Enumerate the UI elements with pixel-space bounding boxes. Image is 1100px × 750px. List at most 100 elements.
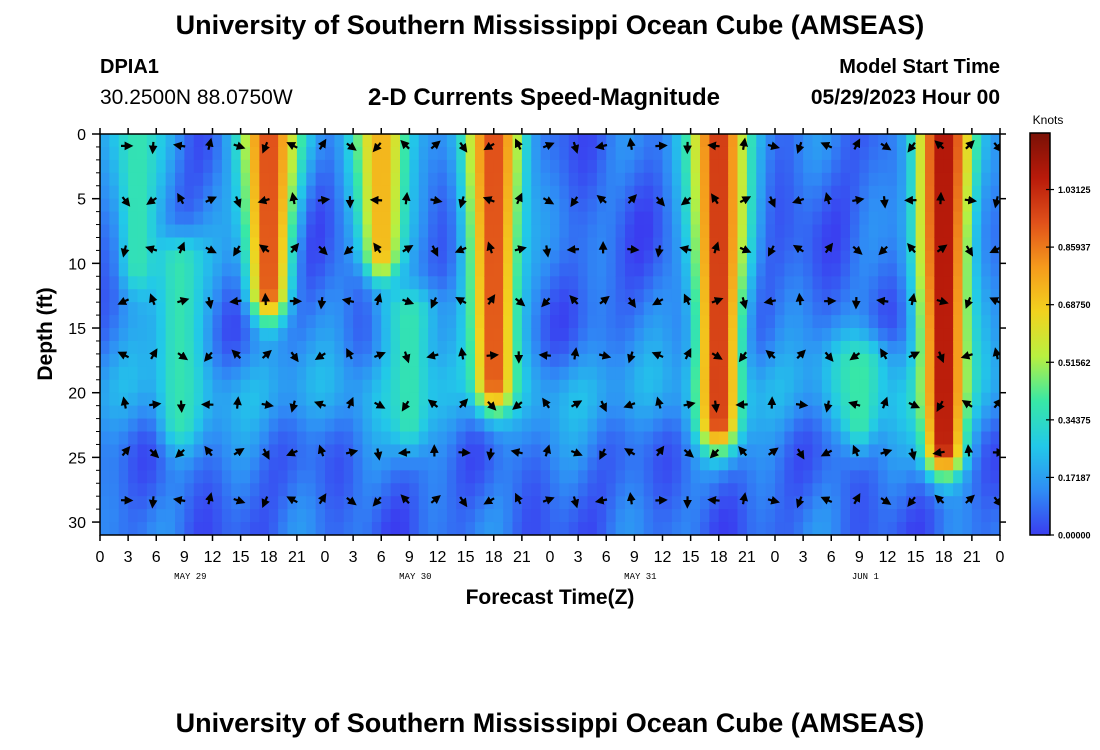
current-arrow [623, 400, 636, 409]
heat-cell [240, 392, 251, 407]
heat-cell [315, 470, 326, 484]
heat-cell [250, 315, 260, 329]
heat-cell [165, 418, 176, 433]
heat-cell [981, 134, 992, 148]
heat-cell [165, 457, 176, 471]
heat-cell [343, 392, 354, 407]
heat-cell [859, 289, 870, 303]
heat-cell [250, 328, 260, 342]
heat-cell [193, 315, 204, 329]
heat-cell [671, 185, 682, 200]
heat-cell [653, 276, 664, 290]
heat-cell [128, 405, 139, 420]
heat-cell [803, 185, 814, 200]
heat-cell [896, 483, 907, 497]
heat-cell [165, 159, 176, 174]
heat-cell [653, 237, 664, 252]
heat-cell [700, 263, 710, 277]
heat-cell [775, 522, 785, 535]
heat-cell [700, 146, 710, 161]
heat-cell [550, 405, 560, 420]
heat-cell [915, 392, 926, 407]
heat-cell [962, 392, 973, 407]
heat-cell [784, 263, 795, 277]
heat-cell [221, 250, 232, 264]
heat-cell [981, 483, 992, 497]
heat-cell [503, 444, 514, 458]
heat-cell [475, 496, 485, 510]
heat-cell [925, 509, 935, 523]
heat-cell [109, 496, 120, 510]
heat-cell [953, 134, 964, 148]
heat-cell [118, 509, 129, 523]
heat-cell [953, 328, 964, 342]
heat-cell [625, 379, 635, 394]
heat-cell [512, 237, 523, 252]
heat-cell [765, 250, 776, 264]
heat-cell [278, 198, 289, 213]
heat-cell [737, 405, 748, 420]
heat-cell [400, 276, 410, 290]
heat-cell [400, 159, 410, 174]
heat-cell [334, 185, 345, 200]
heat-cell [962, 444, 973, 458]
heat-cell [325, 496, 335, 510]
current-arrow [514, 492, 523, 505]
heat-cell [878, 522, 889, 535]
heat-cell [775, 302, 785, 316]
heat-cell [981, 379, 992, 394]
heat-cell [325, 509, 335, 523]
heat-cell [109, 315, 120, 329]
heat-cell [615, 340, 626, 355]
heat-cell [381, 483, 392, 497]
heat-cell [756, 379, 767, 394]
heat-cell [662, 237, 673, 252]
heat-cell [212, 172, 223, 187]
heat-cell [681, 418, 692, 433]
current-arrow [627, 351, 636, 364]
heat-cell [221, 211, 232, 226]
heat-cell [428, 431, 439, 446]
heat-cell [137, 431, 148, 446]
heat-cell [484, 172, 495, 187]
heat-cell [962, 198, 973, 213]
heat-cell [250, 509, 260, 523]
heat-cell [550, 392, 560, 407]
heat-cell [109, 224, 120, 239]
heat-cell [643, 483, 654, 497]
heat-cell [775, 366, 785, 381]
heat-cell [446, 340, 457, 355]
heat-cell [465, 185, 476, 200]
heat-cell [812, 431, 823, 446]
current-arrow [936, 296, 949, 306]
current-arrow [402, 245, 414, 254]
heat-cell [887, 509, 898, 523]
heat-cell [146, 457, 157, 471]
heat-cell [775, 172, 785, 187]
heat-cell [578, 211, 589, 226]
heat-cell [287, 379, 298, 394]
heat-cell [840, 392, 851, 407]
heat-cell [578, 224, 589, 239]
heat-cell [559, 224, 570, 239]
heat-cell [325, 444, 335, 458]
heat-cell [700, 237, 710, 252]
heat-cell [456, 353, 467, 368]
heat-cell [559, 457, 570, 471]
heat-cell [446, 315, 457, 329]
heat-cell [259, 470, 270, 484]
heat-cell [493, 289, 504, 303]
heat-cell [587, 134, 598, 148]
heat-cell [400, 457, 410, 471]
heat-cell [203, 276, 214, 290]
heat-cell [390, 198, 401, 213]
heat-cell [587, 522, 598, 535]
heat-cell [803, 522, 814, 535]
heat-cell [793, 509, 804, 523]
heat-cell [859, 302, 870, 316]
heat-cell [343, 328, 354, 342]
heat-cell [175, 198, 185, 213]
current-arrow [258, 244, 270, 254]
heat-cell [737, 159, 748, 174]
heat-cell [915, 185, 926, 200]
